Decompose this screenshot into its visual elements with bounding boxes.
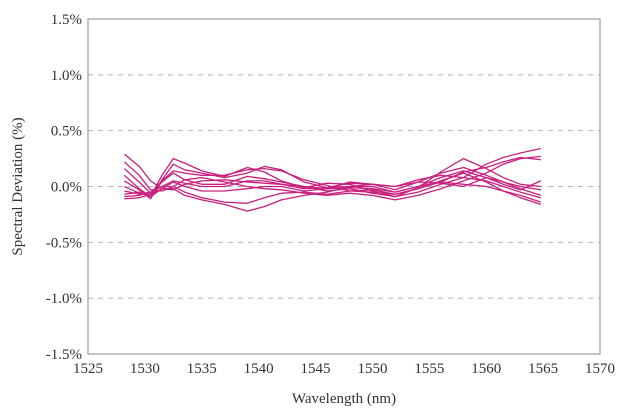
plot-area-frame	[87, 18, 601, 355]
y-tick-label: 0.0%	[51, 180, 82, 196]
series-line-6	[124, 166, 541, 195]
x-tick-label: 1555	[414, 361, 444, 377]
x-tick-label: 1560	[471, 361, 501, 377]
y-tick-label: -0.5%	[46, 235, 82, 251]
series-line-7	[124, 174, 541, 199]
series-line-5	[124, 163, 542, 200]
y-tick-labels: 1.5% 1.0% 0.5% 0.0% -0.5% -1.0% -1.5%	[46, 12, 82, 363]
x-tick-label: 1535	[187, 361, 217, 377]
series-line-4	[123, 157, 541, 198]
x-tick-label: 1545	[301, 361, 331, 377]
x-tick-label: 1550	[357, 361, 387, 377]
series-line-10	[124, 176, 542, 212]
x-tick-label: 1570	[585, 361, 615, 377]
y-tick-label: -1.0%	[46, 291, 82, 307]
x-tick-labels: 1525 1530 1535 1540 1545 1550 1555 1560 1565 1570	[73, 361, 615, 377]
y-tick-label: 1.5%	[51, 12, 82, 28]
x-tick-label: 1530	[130, 361, 160, 377]
y-tick-label: 0.5%	[51, 124, 82, 140]
x-tick-label: 1540	[244, 361, 274, 377]
series-line-8	[124, 181, 542, 203]
x-tick-label: 1565	[528, 361, 558, 377]
y-axis-title: Spectral Deviation (%)	[10, 117, 26, 255]
data-series-group	[123, 147, 542, 212]
series-line-9	[124, 172, 542, 206]
x-tick-label: 1525	[73, 361, 103, 377]
y-tick-label: -1.5%	[46, 347, 82, 363]
y-tick-label: 1.0%	[51, 68, 82, 84]
x-axis-title: Wavelength (nm)	[292, 391, 396, 407]
